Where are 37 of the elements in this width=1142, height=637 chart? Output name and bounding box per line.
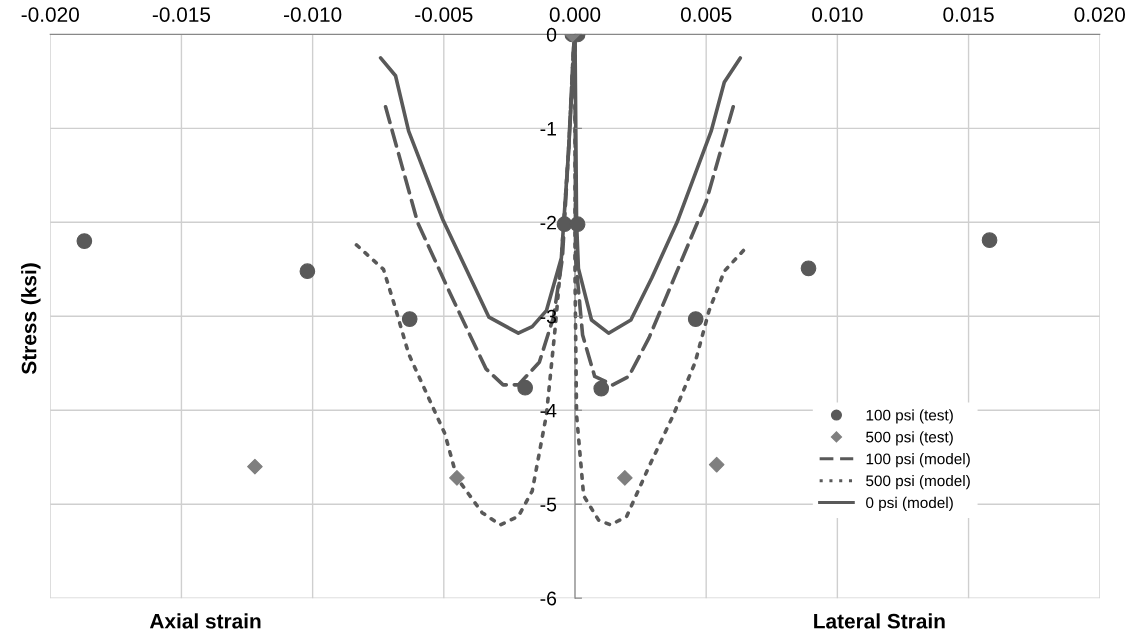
point <box>569 216 586 233</box>
x-tick-label: 0.015 <box>943 7 994 22</box>
y-axis-title: Stress (ksi) <box>21 263 41 375</box>
x-tick-label: -0.010 <box>284 7 342 22</box>
y-tick-label: -5 <box>540 497 557 512</box>
x-tick-label: 0.010 <box>812 7 863 22</box>
x-tick-label: -0.005 <box>415 7 473 22</box>
point <box>617 470 633 486</box>
legend-label: 100 psi (test) <box>866 409 953 424</box>
point <box>800 260 817 277</box>
point <box>708 456 725 473</box>
text: Axial strain <box>149 613 261 629</box>
point <box>556 216 573 233</box>
legend-label: 500 psi (model) <box>866 474 970 490</box>
x-tick-label: 0.000 <box>549 7 601 22</box>
legend-label: 100 psi (model) <box>866 453 970 468</box>
y-tick-label: -6 <box>540 591 557 606</box>
point <box>299 263 316 280</box>
point <box>247 458 263 475</box>
legend-label: 500 psi (test) <box>866 431 953 446</box>
point <box>981 232 998 249</box>
x-tick-label: 0.020 <box>1074 7 1125 22</box>
text: Lateral Strain <box>814 613 945 629</box>
x-tick-label: 0.005 <box>680 7 732 22</box>
point <box>401 311 418 327</box>
point <box>449 470 465 486</box>
y-tick-label: -1 <box>540 122 556 136</box>
y-tick-label: -4 <box>540 403 557 418</box>
legend-label: 0 psi (model) <box>866 496 953 512</box>
y-tick-label: -2 <box>540 215 556 230</box>
point <box>687 311 704 327</box>
point <box>593 380 610 397</box>
point <box>517 379 533 396</box>
point <box>76 233 93 249</box>
x-tick-label: -0.020 <box>21 7 79 22</box>
y-tick-label: 0 <box>546 27 557 42</box>
x-tick-label: -0.015 <box>152 7 211 22</box>
